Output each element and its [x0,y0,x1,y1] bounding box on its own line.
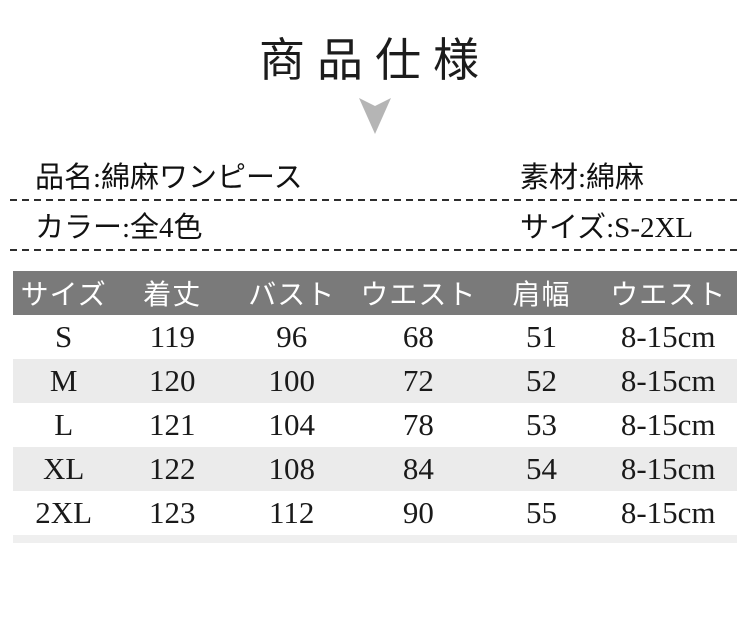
table-cell: 96 [276,319,308,355]
table-cell: 119 [149,319,195,355]
table-row: M 120 100 72 52 8-15cm [13,359,737,404]
color-text: カラー:全4色 [35,212,203,245]
table-cell: 90 [402,495,434,531]
table-cell: 78 [402,407,434,443]
table-row: L 121 104 78 53 8-15cm [13,403,737,447]
info-section: 品名:綿麻ワンピース 素材:綿麻 カラー:全4色 サイズ:S-2XL [10,151,740,252]
bottom-stripe [13,535,737,544]
table-cell: XL [43,451,85,487]
table-cell: 8-15cm [620,363,716,399]
table-header-cell: バスト [230,271,354,316]
table-cell: 84 [402,451,434,487]
dashed-divider [10,249,740,252]
table-row: S 119 96 68 51 8-15cm [13,315,737,359]
table-row: XL 122 108 84 54 8-15cm [13,447,737,492]
table-header-cell: 着丈 [114,271,231,316]
table-cell: 53 [525,407,557,443]
table-cell: M [49,363,78,399]
down-arrow-icon [0,98,750,135]
table-header-cell: サイズ [13,271,115,316]
table-cell: 112 [269,495,315,531]
table-cell: 123 [149,495,196,531]
table-header-cell: ウエスト [599,271,737,316]
material-text: 素材:綿麻 [520,162,645,195]
table-row: 2XL 123 112 90 55 8-15cm [13,491,737,535]
table-header-cell: 肩幅 [483,271,600,316]
table-cell: 122 [149,451,196,487]
info-row-2: カラー:全4色 サイズ:S-2XL [10,201,740,249]
table-cell: 2XL [35,495,93,531]
table-cell: 8-15cm [620,407,716,443]
table-cell: S [55,319,73,355]
table-cell: 100 [268,363,315,399]
size-range-text: サイズ:S-2XL [520,212,694,245]
table-cell: 54 [525,451,557,487]
table-header-row: サイズ 着丈 バスト ウエスト 肩幅 ウエスト [13,271,737,316]
table-cell: 8-15cm [620,451,716,487]
table-cell: 8-15cm [620,495,716,531]
table-cell: 104 [268,407,315,443]
table-header-cell: ウエスト [353,271,484,316]
table-cell: 108 [268,451,315,487]
table-cell: 120 [149,363,196,399]
size-spec-table: サイズ 着丈 バスト ウエスト 肩幅 ウエスト S 119 96 68 51 8… [13,271,737,535]
table-cell: 68 [402,319,434,355]
dashed-divider [10,199,740,202]
table-cell: 8-15cm [620,319,716,355]
table-cell: 121 [149,407,196,443]
table-cell: 72 [402,363,434,399]
info-row-1: 品名:綿麻ワンピース 素材:綿麻 [10,151,740,199]
table-cell: 52 [525,363,557,399]
product-spec-page: 商品仕様 品名:綿麻ワンピース 素材:綿麻 カラー:全4色 サイズ:S-2XL [0,33,750,544]
product-name-text: 品名:綿麻ワンピース [35,162,303,195]
table-cell: 55 [525,495,557,531]
table-cell: L [54,407,74,443]
table-cell: 51 [525,319,557,355]
page-title: 商品仕様 [259,35,491,86]
